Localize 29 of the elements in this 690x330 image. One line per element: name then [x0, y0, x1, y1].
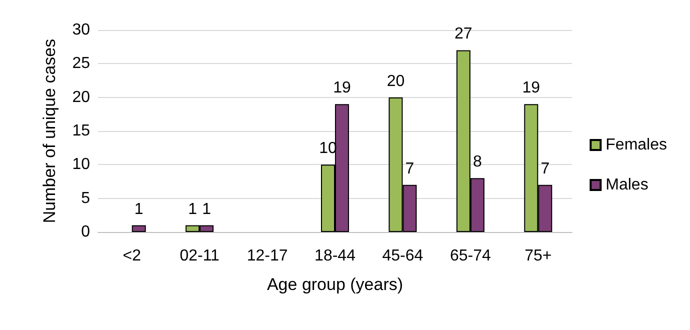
- y-tick-label: 15: [72, 122, 90, 140]
- y-tick-label: 30: [72, 22, 90, 38]
- data-label: 19: [522, 80, 540, 97]
- x-tick-label: 12-17: [246, 248, 288, 264]
- y-tick-label: 0: [81, 224, 90, 240]
- x-tick-label: 65-74: [450, 248, 491, 264]
- data-label: 1: [188, 200, 198, 218]
- x-tick-label: <2: [122, 248, 142, 264]
- y-axis-title: Number of unique cases: [40, 38, 59, 224]
- x-tick-label: 75+: [524, 248, 552, 264]
- data-label: 1: [202, 200, 212, 218]
- x-axis-title: Age group (years): [266, 275, 404, 294]
- data-label: 27: [454, 26, 472, 43]
- legend-label: Females: [606, 136, 668, 154]
- data-label: 20: [386, 72, 405, 90]
- y-tick-label: 20: [72, 88, 90, 106]
- y-tick-label: 25: [72, 55, 90, 72]
- data-label: 7: [405, 160, 414, 178]
- y-tick-label: 5: [81, 190, 90, 207]
- x-tick-label: 18-44: [314, 248, 356, 264]
- legend-label: Males: [606, 176, 648, 194]
- data-label: 7: [540, 160, 550, 178]
- bar: [132, 225, 146, 232]
- data-label: 8: [472, 154, 482, 171]
- data-label: 19: [333, 80, 351, 97]
- y-tick-label: 10: [72, 156, 90, 174]
- x-tick-label: 02-11: [180, 248, 220, 264]
- data-label: 1: [134, 200, 144, 218]
- x-tick-label: 45-64: [382, 248, 424, 264]
